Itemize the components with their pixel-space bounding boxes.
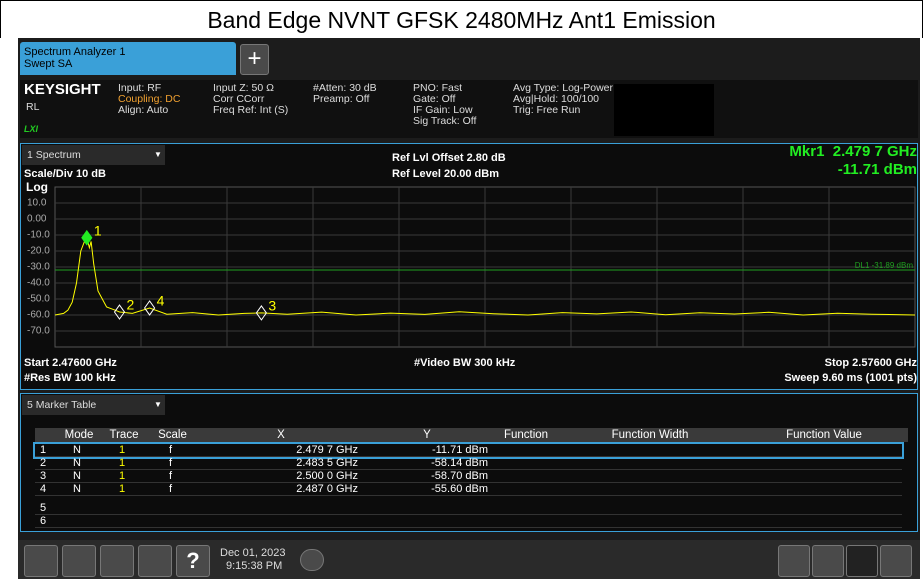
table-cell: -11.71 dBm xyxy=(431,444,488,456)
layout-button[interactable] xyxy=(778,545,810,577)
table-cell: 2.500 0 GHz xyxy=(296,470,358,482)
info-text: Align: Auto xyxy=(118,104,169,116)
info-text: Sig Track: Off xyxy=(413,115,477,127)
table-cell: -55.60 dBm xyxy=(431,483,488,495)
table-cell: 1 xyxy=(39,444,47,456)
table-cell: 4 xyxy=(39,483,47,495)
brand: KEYSIGHT xyxy=(24,81,101,98)
title-bar: Band Edge NVNT GFSK 2480MHz Ant1 Emissio… xyxy=(0,0,923,38)
stop-freq: Stop 2.57600 GHz xyxy=(824,357,917,369)
table-row[interactable] xyxy=(33,442,904,459)
lxi-badge: LXI xyxy=(24,124,39,134)
table-cell: f xyxy=(168,457,173,469)
add-tab-button[interactable]: + xyxy=(240,44,269,75)
table-cell: N xyxy=(73,444,81,456)
table-cell: 5 xyxy=(39,502,47,514)
ref-offset: Ref Lvl Offset 2.80 dB xyxy=(392,152,506,164)
table-cell: 1 xyxy=(118,444,126,456)
start-freq: Start 2.47600 GHz xyxy=(24,357,117,369)
table-row[interactable] xyxy=(35,470,902,483)
info-text: #Atten: 30 dB xyxy=(313,82,377,94)
table-cell: 3 xyxy=(39,470,47,482)
info-text: Input: RF xyxy=(118,82,162,94)
info-text: Corr CCorr xyxy=(213,93,265,105)
table-cell: N xyxy=(73,483,81,495)
window-dropdown[interactable] xyxy=(22,145,165,165)
table-row[interactable] xyxy=(35,502,902,515)
table-row[interactable] xyxy=(35,483,902,496)
table-cell: 1 xyxy=(118,457,126,469)
info-text: Trig: Free Run xyxy=(513,104,581,116)
instrument-tab[interactable]: Spectrum Analyzer 1 Swept SA xyxy=(20,42,236,75)
table-cell: 6 xyxy=(39,515,47,527)
windows-button[interactable] xyxy=(24,545,58,577)
table-cell: N xyxy=(73,470,81,482)
table-cell: -58.70 dBm xyxy=(431,470,488,482)
undo-button[interactable] xyxy=(62,545,96,577)
dropdown-caret: ▼ xyxy=(154,150,162,159)
marker-readout: Mkr1 2.479 7 GHz xyxy=(789,143,917,160)
column-header: Y xyxy=(423,429,431,441)
table-cell: f xyxy=(168,444,173,456)
table-panel xyxy=(20,393,918,532)
info-text: Preamp: Off xyxy=(313,93,370,105)
table-cell: N xyxy=(73,457,81,469)
column-header: Function Width xyxy=(611,429,689,441)
trace-box xyxy=(614,84,714,136)
touch-button[interactable] xyxy=(812,545,844,577)
info-text: Gate: Off xyxy=(413,93,456,105)
table-cell: -58.14 dBm xyxy=(431,457,488,469)
video-bw: #Video BW 300 kHz xyxy=(414,357,516,369)
table-header xyxy=(35,428,908,442)
info-text: Freq Ref: Int (S) xyxy=(213,104,289,116)
info-bar xyxy=(20,80,918,138)
marker-value: -11.71 dBm xyxy=(837,161,917,178)
y-axis-label: Log xyxy=(26,180,48,194)
table-row[interactable] xyxy=(35,457,902,470)
dropdown-caret: ▼ xyxy=(154,400,162,409)
chat-button[interactable] xyxy=(300,549,324,571)
grid-button[interactable] xyxy=(846,545,878,577)
table-title: 5 Marker Table xyxy=(27,399,97,411)
table-row[interactable] xyxy=(35,515,902,528)
table-cell: 2 xyxy=(39,457,47,469)
table-cell: f xyxy=(168,470,173,482)
sweep: Sweep 9.60 ms (1001 pts) xyxy=(784,372,917,384)
tab-name: Spectrum Analyzer 1 xyxy=(24,46,126,58)
date: Dec 01, 2023 xyxy=(220,547,286,559)
info-text: Avg|Hold: 100/100 xyxy=(513,93,600,105)
time: 9:15:38 PM xyxy=(226,560,283,572)
fullscreen-button[interactable] xyxy=(880,545,912,577)
column-header: Mode xyxy=(64,429,94,441)
scale-div: Scale/Div 10 dB xyxy=(24,168,106,180)
column-header: Trace xyxy=(109,429,139,441)
info-text: Avg Type: Log-Power xyxy=(513,82,614,94)
ref-level: Ref Level 20.00 dBm xyxy=(392,168,499,180)
table-cell: f xyxy=(168,483,173,495)
info-text: Input Z: 50 Ω xyxy=(213,82,274,94)
column-header: Function Value xyxy=(786,429,862,441)
redo-button[interactable] xyxy=(100,545,134,577)
column-header: Scale xyxy=(158,429,187,441)
file-button[interactable] xyxy=(138,545,172,577)
table-cell: 2.483 5 GHz xyxy=(296,457,358,469)
info-text: PNO: Fast xyxy=(413,82,463,94)
table-cell: 1 xyxy=(118,470,126,482)
rl: RL xyxy=(26,101,40,113)
table-dropdown[interactable] xyxy=(22,395,165,415)
window-name: 1 Spectrum xyxy=(27,149,81,161)
table-cell: 2.479 7 GHz xyxy=(296,444,358,456)
info-text: IF Gain: Low xyxy=(413,104,473,116)
plot-panel xyxy=(20,143,918,390)
tab-mode: Swept SA xyxy=(24,58,73,70)
info-text: Coupling: DC xyxy=(118,93,181,105)
column-header: Function xyxy=(503,429,549,441)
res-bw: #Res BW 100 kHz xyxy=(24,372,116,384)
column-header: X xyxy=(277,429,285,441)
table-cell: 2.487 0 GHz xyxy=(296,483,358,495)
help-button[interactable]: ? xyxy=(176,545,210,577)
table-cell: 1 xyxy=(118,483,126,495)
